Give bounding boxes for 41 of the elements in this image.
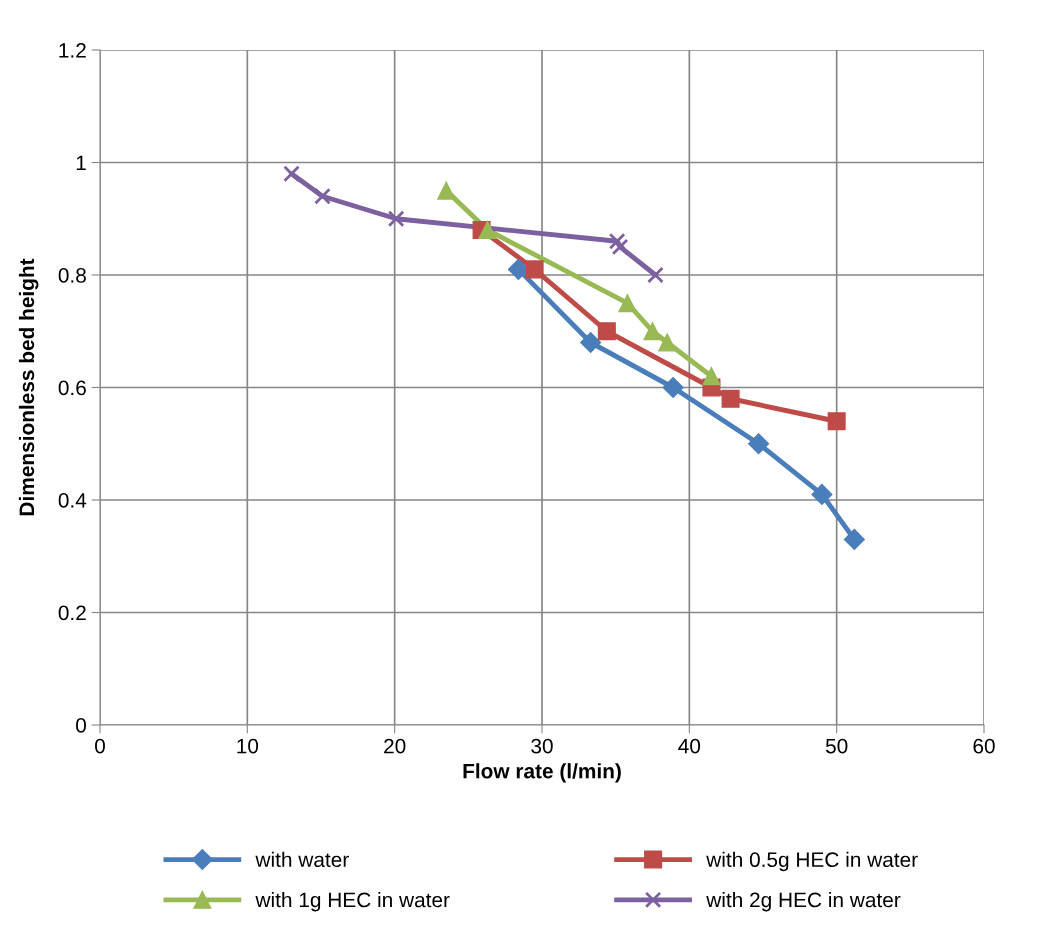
y-tick-label: 0.4 [58,493,87,508]
y-tick-label: 1.2 [59,43,86,58]
point [478,220,497,240]
legend-label: with 1g HEC in water [255,892,450,912]
point [721,389,740,408]
point [314,187,331,205]
point [507,258,529,280]
point [283,165,300,183]
point [827,412,846,431]
point [618,294,637,313]
y-tick-label: 1 [76,155,86,171]
y-tick-label: 0.8 [58,268,86,283]
x-tick-label: 40 [678,738,701,754]
point [843,528,865,550]
point [387,210,405,228]
x-tick-label: 30 [531,738,553,754]
x-tick-label: 20 [384,738,406,754]
point [748,433,770,455]
point [658,333,677,352]
legend-label: with water [255,851,349,868]
x-tick-label: 60 [973,738,995,754]
y-tick-label: 0.6 [58,380,86,396]
point [702,367,721,386]
point [643,322,662,341]
y-tick-label: 0.2 [58,605,86,621]
point [811,483,833,505]
point [525,260,544,279]
legend-label: with 2g HEC in water [706,892,901,912]
legend-label: with 0.5g HEC in water [706,851,918,872]
point [647,266,664,284]
x-tick-label: 0 [95,738,105,754]
point [608,232,626,250]
y-axis-title: Dimensionless bed height [18,258,39,516]
x-tick-label: 50 [825,738,848,754]
point [597,322,616,341]
y-tick-label: 0 [76,718,86,733]
x-tick-label: 10 [237,738,259,754]
point [662,376,684,399]
x-axis-title: Flow rate (l/min) [463,763,621,783]
point [611,238,629,256]
point [580,331,602,354]
